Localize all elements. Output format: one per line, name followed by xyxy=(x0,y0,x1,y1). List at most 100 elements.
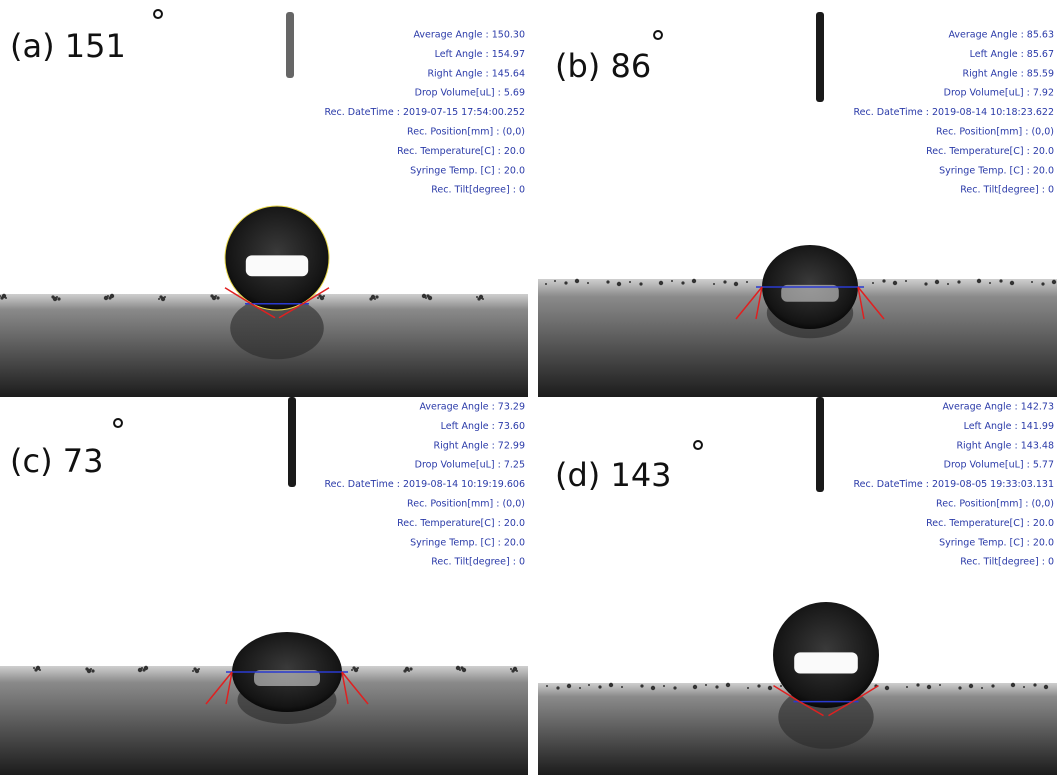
info-line: Drop Volume[uL] : 5.69 xyxy=(415,88,525,99)
info-line: Average Angle : 85.63 xyxy=(948,30,1054,41)
speck xyxy=(567,684,571,688)
speck xyxy=(639,282,642,285)
info-line: Rec. Position[mm] : (0,0) xyxy=(936,127,1054,138)
speck xyxy=(609,683,613,687)
speck xyxy=(927,685,931,689)
speck xyxy=(768,686,772,690)
speck xyxy=(1044,685,1048,689)
speck xyxy=(351,669,353,671)
speck xyxy=(144,666,148,670)
speck xyxy=(459,669,461,671)
speck xyxy=(575,279,579,283)
speck xyxy=(991,684,994,687)
info-line: Right Angle : 143.48 xyxy=(956,440,1054,451)
speck xyxy=(882,279,885,282)
speck xyxy=(673,686,676,689)
speck xyxy=(906,686,908,688)
speck xyxy=(885,686,889,690)
speck xyxy=(905,280,907,282)
speck xyxy=(56,296,58,298)
speck xyxy=(375,295,378,298)
info-line: Rec. Temperature[C] : 20.0 xyxy=(397,518,525,529)
speck xyxy=(659,281,663,285)
speck xyxy=(428,296,432,300)
speck xyxy=(556,686,559,689)
info-line: Left Angle : 73.60 xyxy=(441,421,525,432)
degree-symbol: ° xyxy=(650,24,666,62)
highlight xyxy=(794,652,858,673)
panel-label: (b) 86 xyxy=(555,47,651,85)
speck xyxy=(957,280,960,283)
speck xyxy=(33,667,35,669)
speck xyxy=(715,685,718,688)
info-line: Rec. Tilt[degree] : 0 xyxy=(960,557,1054,568)
speck xyxy=(598,685,601,688)
speck xyxy=(192,670,194,672)
speck xyxy=(1023,686,1025,688)
speck xyxy=(216,296,219,299)
info-line: Syringe Temp. [C] : 20.0 xyxy=(939,537,1054,548)
needle xyxy=(816,397,824,492)
speck xyxy=(554,280,556,282)
info-line: Left Angle : 154.97 xyxy=(435,49,525,60)
speck xyxy=(215,295,217,297)
info-line: Rec. Tilt[degree] : 0 xyxy=(431,185,525,196)
speck xyxy=(935,280,939,284)
speck xyxy=(916,683,919,686)
info-line: Rec. Temperature[C] : 20.0 xyxy=(397,146,525,157)
speck xyxy=(425,297,427,299)
speck xyxy=(110,294,114,298)
speck xyxy=(621,686,623,688)
speck xyxy=(969,684,973,688)
info-line: Right Angle : 72.99 xyxy=(433,440,525,451)
speck xyxy=(924,282,927,285)
speck xyxy=(357,667,359,669)
info-line: Drop Volume[uL] : 7.92 xyxy=(944,88,1054,99)
speck xyxy=(747,687,749,689)
info-line: Drop Volume[uL] : 5.77 xyxy=(944,460,1054,471)
speck xyxy=(545,283,547,285)
panel-label: (c) 73 xyxy=(10,442,103,480)
info-line: Syringe Temp. [C] : 20.0 xyxy=(939,165,1054,176)
speck xyxy=(723,280,726,283)
speck xyxy=(409,667,412,670)
speck xyxy=(1011,683,1015,687)
speck xyxy=(663,685,665,687)
speck xyxy=(681,281,684,284)
figure: (a) 151°Average Angle : 150.30Left Angle… xyxy=(0,0,1057,775)
info-line: Rec. Position[mm] : (0,0) xyxy=(407,499,525,510)
speck xyxy=(746,281,748,283)
speck xyxy=(989,282,991,284)
speck xyxy=(947,283,949,285)
info-line: Syringe Temp. [C] : 20.0 xyxy=(410,537,525,548)
highlight xyxy=(246,255,308,276)
speck xyxy=(516,670,518,672)
info-line: Rec. Tilt[degree] : 0 xyxy=(960,185,1054,196)
speck xyxy=(629,281,631,283)
info-line: Rec. Position[mm] : (0,0) xyxy=(936,499,1054,510)
speck xyxy=(198,668,200,670)
info-line: Average Angle : 73.29 xyxy=(419,402,525,413)
needle xyxy=(816,12,824,102)
info-line: Right Angle : 85.59 xyxy=(962,68,1054,79)
speck xyxy=(90,668,92,670)
speck xyxy=(1031,281,1033,283)
speck xyxy=(606,280,609,283)
speck xyxy=(476,296,478,298)
info-line: Rec. DateTime : 2019-08-05 19:33:03.131 xyxy=(853,479,1054,490)
needle xyxy=(288,397,296,487)
info-line: Rec. Temperature[C] : 20.0 xyxy=(926,518,1054,529)
speck xyxy=(564,281,567,284)
speck xyxy=(939,684,941,686)
speck xyxy=(1052,280,1056,284)
speck xyxy=(981,687,983,689)
panel: (b) 86°Average Angle : 85.63Left Angle :… xyxy=(538,0,1057,397)
speck xyxy=(39,669,41,671)
speck xyxy=(726,683,730,687)
page: (a) 151°Average Angle : 150.30Left Angle… xyxy=(0,0,1057,775)
speck xyxy=(57,297,60,300)
speck xyxy=(1010,281,1014,285)
